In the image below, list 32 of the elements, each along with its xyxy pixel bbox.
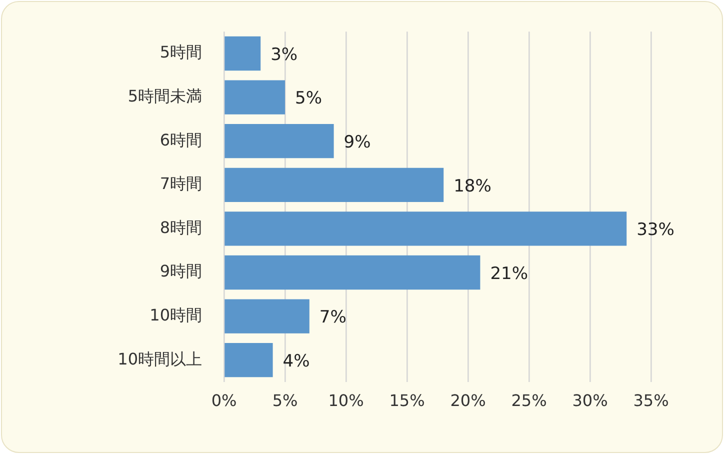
data-label: 9%: [344, 132, 371, 153]
x-tick-label: 0%: [211, 390, 237, 410]
y-tick-label: 6時間: [160, 130, 202, 150]
x-tick-label: 15%: [389, 390, 425, 410]
x-tick-label: 35%: [633, 390, 669, 410]
bar: [224, 124, 334, 158]
x-tick-label: 30%: [572, 390, 608, 410]
bar: [224, 36, 261, 71]
bar: [224, 168, 444, 202]
y-tick-label: 5時間: [160, 42, 202, 62]
y-tick-label: 10時間: [150, 305, 202, 324]
y-tick-label: 9時間: [160, 262, 202, 281]
data-label: 18%: [454, 176, 492, 196]
y-tick-label: 10時間以上: [118, 349, 202, 368]
x-tick-label: 25%: [511, 390, 547, 410]
bar: [224, 343, 273, 378]
y-tick-label: 8時間: [160, 218, 202, 237]
data-label: 33%: [636, 220, 674, 240]
data-label: 3%: [270, 44, 298, 65]
bar: [224, 255, 480, 290]
bar: [224, 80, 285, 114]
data-label: 4%: [282, 352, 310, 372]
data-label: 7%: [319, 308, 346, 328]
y-tick-label: 5時間未満: [128, 86, 202, 106]
data-label: 5%: [295, 88, 322, 109]
x-tick-label: 10%: [328, 390, 364, 410]
y-tick-label: 7時間: [160, 174, 202, 194]
bar: [224, 299, 310, 334]
x-tick-label: 20%: [450, 390, 486, 410]
x-tick-label: 5%: [272, 390, 298, 410]
data-label: 21%: [490, 264, 528, 284]
bar: [224, 212, 627, 246]
